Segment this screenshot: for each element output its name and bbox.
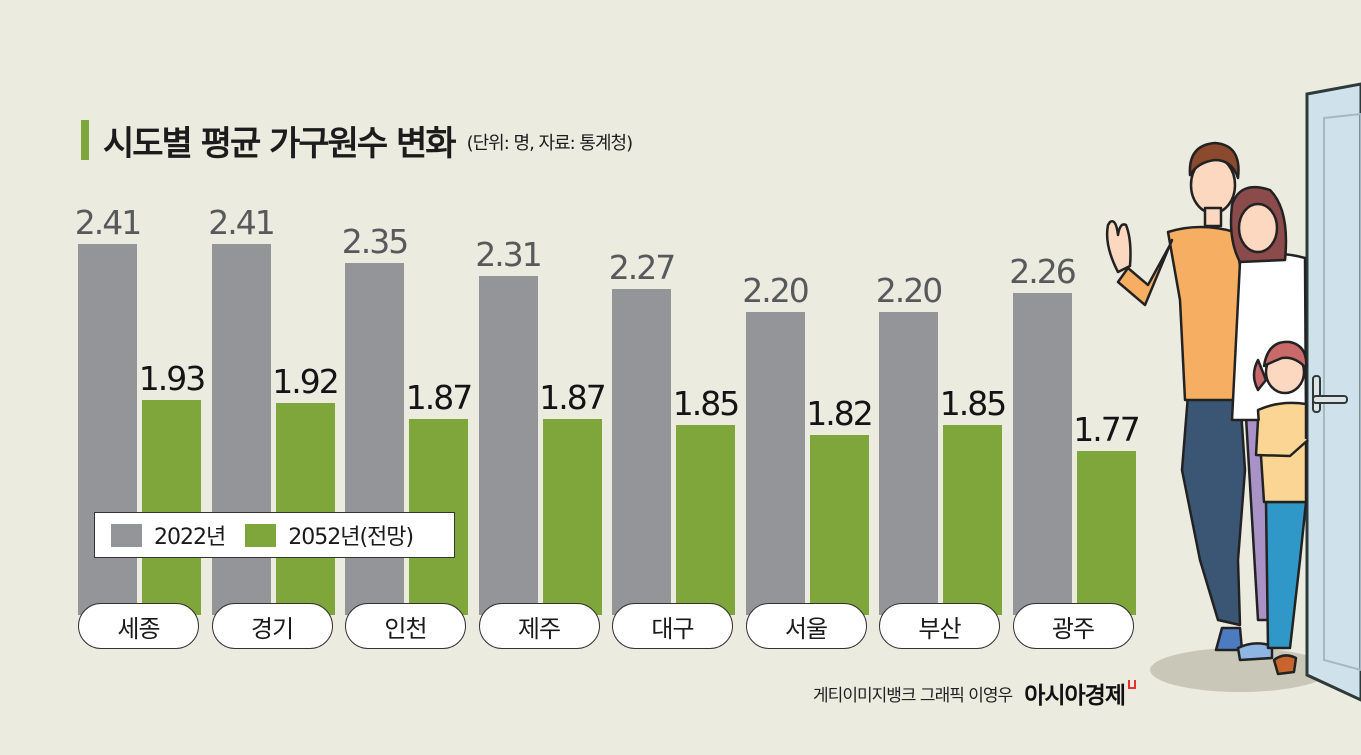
legend-label-2022: 2022년 — [154, 525, 226, 550]
legend-swatch-2022 — [111, 523, 142, 547]
category-label: 인천 — [345, 603, 466, 649]
daughter-figure — [1252, 340, 1309, 676]
father-figure — [1105, 141, 1247, 652]
door-icon — [1305, 82, 1361, 702]
data-label: 2.26 — [1009, 251, 1076, 291]
data-label: 1.77 — [1073, 410, 1140, 450]
data-label: 1.93 — [138, 358, 206, 398]
chart-title: 시도별 평균 가구원수 변화 — [103, 123, 457, 164]
category-label: 서울 — [745, 603, 867, 649]
category-label: 세종 — [78, 603, 199, 649]
category-label: 부산 — [879, 603, 1000, 649]
bar-제주-2052년(전망) — [542, 418, 602, 615]
title-accent-bar — [81, 120, 89, 160]
data-label: 1.92 — [272, 361, 339, 401]
data-label: 2.31 — [475, 235, 542, 275]
bar-광주-2052년(전망) — [1076, 451, 1136, 615]
bar-서울-2052년(전망) — [809, 435, 869, 615]
publisher-logo-mark-icon — [1128, 679, 1136, 689]
data-label: 2.20 — [875, 271, 943, 311]
data-label: 2.41 — [208, 203, 275, 243]
data-label: 2.41 — [74, 203, 142, 243]
chart-legend: 2022년 2052년(전망) — [94, 512, 455, 558]
data-label: 2.20 — [742, 271, 809, 311]
data-label: 2.27 — [608, 248, 676, 288]
bar-서울-2022년 — [745, 312, 805, 615]
data-label: 2.35 — [341, 222, 409, 262]
data-label: 1.85 — [939, 384, 1007, 424]
bar-경기-2022년 — [211, 244, 271, 615]
category-label: 대구 — [612, 603, 733, 649]
family-door-illustration — [1105, 82, 1361, 702]
bar-부산-2052년(전망) — [943, 425, 1002, 615]
category-label: 경기 — [211, 603, 333, 649]
data-label: 1.87 — [405, 377, 473, 417]
bar-제주-2022년 — [478, 276, 538, 615]
bar-경기-2052년(전망) — [275, 402, 335, 615]
chart-subtitle: (단위: 명, 자료: 통계청) — [466, 133, 634, 154]
bar-인천-2022년 — [345, 263, 404, 615]
bar-광주-2022년 — [1012, 292, 1072, 615]
bar-대구-2022년 — [612, 289, 671, 615]
chart-title-block: 시도별 평균 가구원수 변화 (단위: 명, 자료: 통계청) — [81, 118, 634, 164]
bar-chart: 2.41 1.93 세종 2.41 1.92 경기 2.35 1.87 인천 2.31 1.87 제주… — [74, 203, 1141, 649]
credit-line: 게티이미지뱅크 그래픽 이영우 아시아경제 — [813, 676, 1136, 710]
publisher-logo: 아시아경제 — [1024, 683, 1126, 709]
bar-부산-2022년 — [879, 312, 938, 615]
data-label: 1.85 — [672, 384, 740, 424]
legend-swatch-2052 — [245, 523, 277, 547]
bar-세종-2052년(전망) — [142, 399, 201, 615]
image-credit: 게티이미지뱅크 그래픽 이영우 — [813, 685, 1013, 706]
data-label: 1.87 — [539, 377, 606, 417]
data-label: 1.82 — [806, 394, 873, 434]
bar-세종-2022년 — [78, 244, 137, 615]
category-label: 광주 — [1012, 603, 1134, 649]
legend-label-2052: 2052년(전망) — [288, 525, 414, 550]
category-label: 제주 — [478, 603, 600, 649]
bar-대구-2052년(전망) — [676, 425, 735, 615]
